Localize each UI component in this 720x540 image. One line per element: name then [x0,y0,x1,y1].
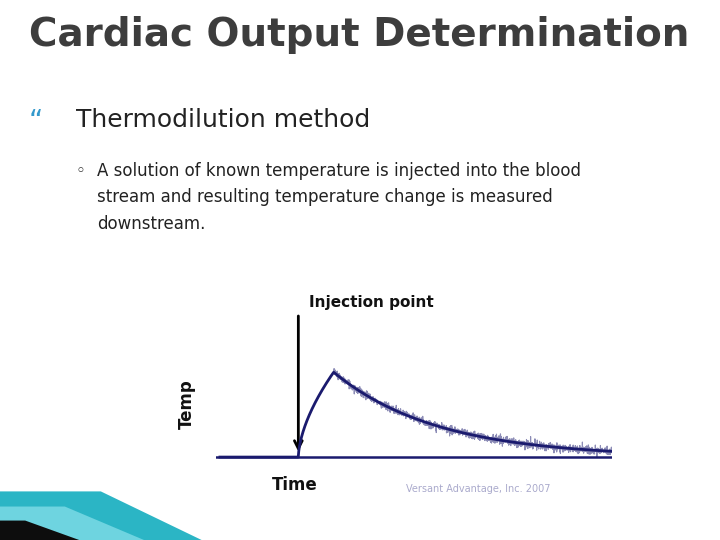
Text: Versant Advantage, Inc. 2007: Versant Advantage, Inc. 2007 [406,484,551,494]
Text: Time: Time [272,476,318,494]
Text: Cardiac Output Determination: Cardiac Output Determination [29,16,689,54]
Text: A solution of known temperature is injected into the blood
stream and resulting : A solution of known temperature is injec… [97,162,581,233]
Text: ◦: ◦ [76,162,86,180]
Text: Injection point: Injection point [309,295,434,310]
Text: Temp: Temp [179,380,196,429]
Polygon shape [0,521,79,540]
Polygon shape [0,491,202,540]
Text: Thermodilution method: Thermodilution method [76,108,370,132]
Text: “: “ [29,108,43,136]
Polygon shape [0,507,144,540]
